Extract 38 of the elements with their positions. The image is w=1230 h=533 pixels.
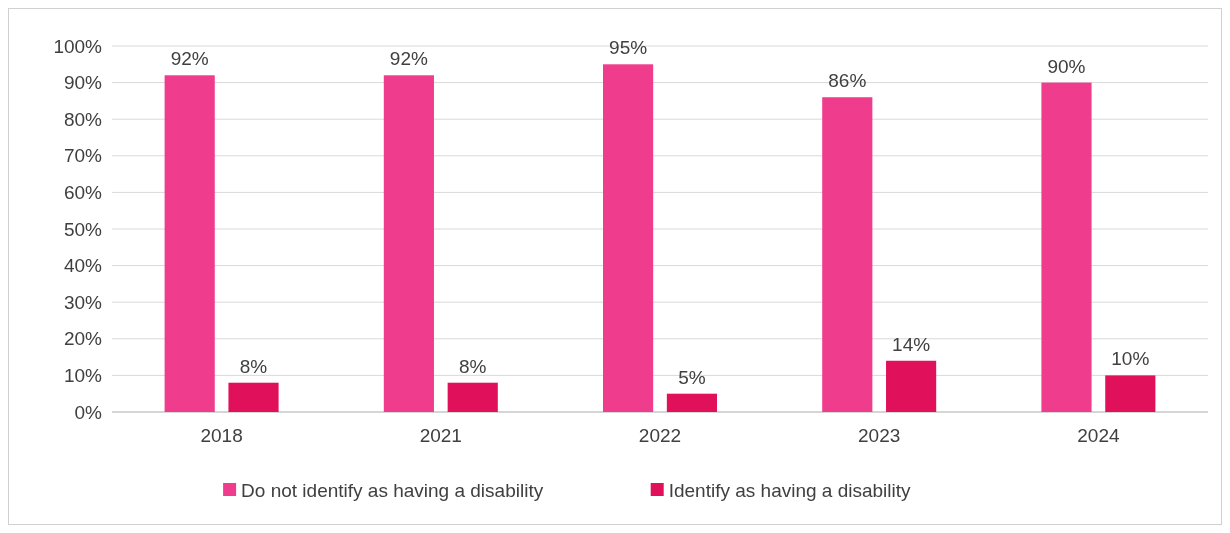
x-tick-label: 2024 bbox=[1077, 425, 1120, 446]
x-tick-label: 2018 bbox=[200, 425, 243, 446]
y-tick-label: 40% bbox=[63, 255, 103, 277]
data-label: 90% bbox=[1047, 55, 1086, 77]
data-label: 10% bbox=[1111, 348, 1150, 370]
x-tick-label: 2022 bbox=[638, 425, 682, 446]
y-tick-label: 80% bbox=[63, 108, 103, 130]
data-label: 92% bbox=[389, 48, 428, 70]
bar bbox=[603, 64, 654, 412]
legend-label: Do not identify as having a disability bbox=[241, 479, 544, 501]
bar bbox=[383, 75, 434, 412]
y-tick-label: 100% bbox=[53, 35, 103, 57]
x-tick-label: 2023 bbox=[858, 425, 901, 446]
x-tick-label: 2021 bbox=[419, 425, 462, 446]
bar bbox=[1105, 375, 1156, 412]
data-label: 95% bbox=[609, 37, 648, 59]
bar bbox=[886, 360, 937, 412]
y-tick-label: 70% bbox=[63, 145, 103, 167]
data-label: 8% bbox=[239, 355, 268, 377]
bar bbox=[228, 382, 279, 412]
legend-label: Identify as having a disability bbox=[668, 479, 912, 501]
data-label: 92% bbox=[170, 48, 209, 70]
data-label: 5% bbox=[678, 366, 706, 388]
y-tick-label: 60% bbox=[63, 182, 103, 204]
y-tick-label: 20% bbox=[63, 328, 103, 350]
y-tick-label: 0% bbox=[74, 401, 103, 423]
bar bbox=[447, 382, 498, 412]
data-label: 8% bbox=[458, 355, 487, 377]
y-tick-label: 50% bbox=[63, 218, 103, 240]
bar bbox=[822, 97, 873, 412]
y-tick-label: 30% bbox=[63, 291, 103, 313]
y-tick-label: 90% bbox=[63, 72, 103, 94]
bar bbox=[164, 75, 215, 412]
bar bbox=[1041, 82, 1092, 412]
data-label: 14% bbox=[892, 333, 931, 355]
y-tick-label: 10% bbox=[63, 365, 103, 387]
data-label: 86% bbox=[828, 70, 867, 92]
bar bbox=[666, 393, 717, 412]
